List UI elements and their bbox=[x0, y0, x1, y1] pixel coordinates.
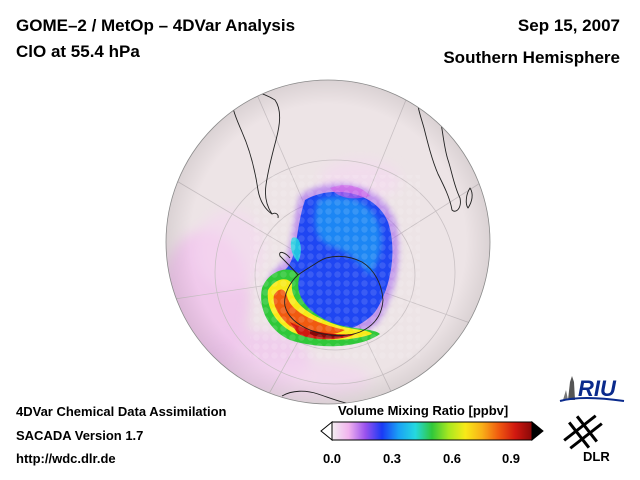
footer-url: http://wdc.dlr.de bbox=[16, 451, 116, 466]
colorbar-title: Volume Mixing Ratio [ppbv] bbox=[338, 403, 509, 418]
riu-logo: RIU bbox=[559, 376, 625, 402]
colorbar bbox=[320, 420, 544, 442]
colorbar-tick: 0.3 bbox=[382, 451, 402, 466]
colorbar-min-arrow bbox=[320, 420, 333, 442]
map-subtitle: ClO at 55.4 hPa bbox=[16, 42, 140, 61]
map-date: Sep 15, 2007 bbox=[517, 16, 620, 35]
map-title: GOME–2 / MetOp – 4DVar Analysis bbox=[16, 16, 296, 35]
dlr-logo bbox=[563, 414, 603, 450]
globe-outline bbox=[165, 79, 491, 405]
colorbar-tick: 0.9 bbox=[501, 451, 521, 466]
colorbar-tick: 0.6 bbox=[442, 451, 462, 466]
footer-line-1: 4DVar Chemical Data Assimilation bbox=[16, 404, 227, 419]
riu-logo-text: RIU bbox=[578, 376, 617, 401]
colorbar-gradient bbox=[331, 421, 533, 441]
colorbar-max-arrow bbox=[531, 420, 544, 442]
map-hemisphere: Southern Hemisphere bbox=[443, 48, 620, 67]
colorbar-tick: 0.0 bbox=[322, 451, 342, 466]
footer-line-2: SACADA Version 1.7 bbox=[16, 428, 144, 443]
dlr-logo-text: DLR bbox=[583, 449, 610, 464]
